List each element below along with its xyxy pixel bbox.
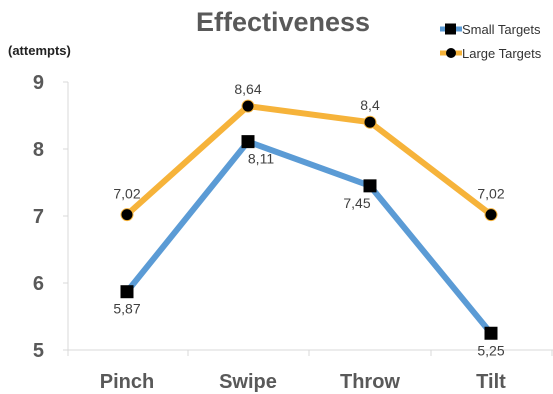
series-line-1: [124, 103, 494, 218]
data-label: 8,4: [360, 97, 380, 113]
data-point-square: [120, 285, 134, 299]
data-label: 5,87: [113, 301, 140, 317]
data-label: 7,02: [113, 186, 140, 202]
axes: 5 6 7 8 9 Pinch Swipe Throw Tilt: [33, 72, 553, 393]
y-axis-label: (attempts): [8, 43, 71, 58]
data-point-circle: [363, 115, 377, 129]
y-tick-label: 7: [33, 206, 44, 228]
legend-marker-square: [445, 23, 456, 35]
data-point-circle: [241, 99, 255, 113]
y-tick-label: 5: [33, 340, 44, 362]
y-tick-label: 8: [33, 139, 44, 161]
data-point-square: [241, 135, 255, 149]
series-line-0: [124, 138, 494, 337]
data-point-circle: [484, 208, 498, 222]
data-label: 8,64: [234, 81, 261, 97]
data-label: 5,25: [477, 342, 504, 358]
series-layer: 5,87 8,11 7,45 5,25 7,02 8,64 8,4 7,02: [113, 81, 504, 358]
data-point-circle: [120, 208, 134, 222]
x-tick-label: Tilt: [476, 371, 506, 393]
data-label: 7,45: [343, 195, 370, 211]
data-label: 7,02: [477, 186, 504, 202]
x-tick-label: Throw: [340, 371, 400, 393]
chart-title: Effectiveness: [196, 7, 370, 37]
data-point-square: [363, 179, 377, 193]
legend-marker-circle: [446, 48, 456, 58]
legend-label: Small Targets: [462, 22, 541, 37]
legend-label: Large Targets: [462, 46, 542, 61]
legend: Small Targets Large Targets: [440, 22, 542, 61]
data-point-square: [484, 326, 498, 340]
data-label: 8,11: [248, 151, 274, 167]
x-tick-label: Swipe: [219, 371, 277, 393]
y-tick-label: 6: [33, 273, 44, 295]
x-tick-label: Pinch: [100, 371, 154, 393]
y-tick-label: 9: [33, 72, 44, 94]
